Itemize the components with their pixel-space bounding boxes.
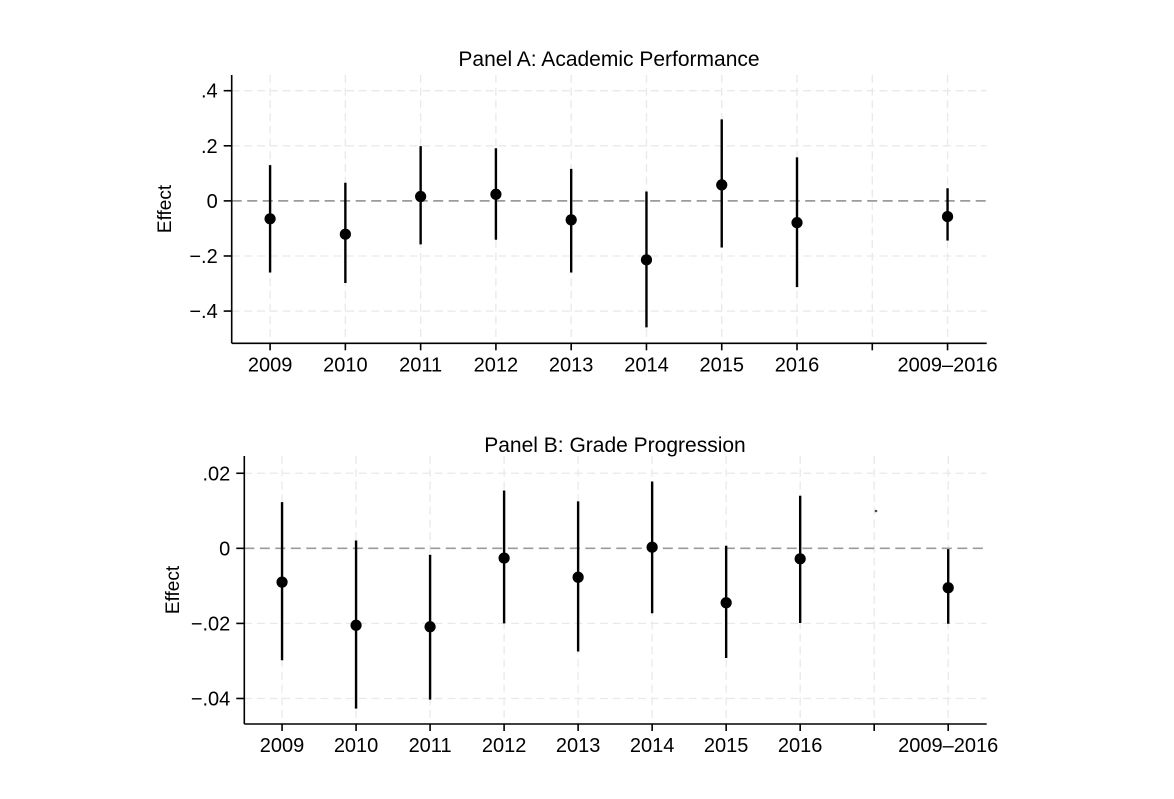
panel-b-title: Panel B: Grade Progression: [484, 434, 745, 457]
point-estimate: [791, 217, 803, 229]
x-tick-label: 2016: [775, 354, 820, 376]
point-estimate: [565, 214, 577, 226]
point-estimate: [276, 576, 288, 588]
x-tick-label: 2010: [323, 354, 368, 376]
x-tick-label: 2012: [474, 354, 519, 376]
y-tick-label: .4: [201, 81, 218, 103]
x-tick-label: 2012: [482, 735, 527, 757]
x-tick-label: 2014: [624, 354, 669, 376]
point-estimate: [415, 190, 427, 203]
point-estimate: [942, 582, 954, 594]
x-tick-label: 2014: [630, 735, 675, 757]
x-tick-label: 2009–2016: [898, 354, 998, 376]
point-estimate: [720, 597, 732, 609]
point-estimate: [716, 179, 728, 191]
point-estimate: [572, 571, 584, 583]
point-estimate: [794, 553, 806, 565]
y-tick-label: −.02: [191, 613, 230, 635]
point-estimate: [646, 541, 658, 553]
point-estimate: [424, 621, 436, 633]
point-estimate: [498, 552, 510, 564]
point-estimate: [264, 213, 276, 225]
x-tick-label: 2013: [549, 354, 594, 376]
panel-a-plot-area: .4 .2 0 −.2 −.4 2009 2010 2011 2012 2013 2014 2015 2…: [189, 75, 998, 376]
x-tick-label: 2009: [260, 735, 305, 757]
stray-mark: [874, 509, 878, 513]
x-tick-label: 2011: [399, 354, 442, 376]
panel-a-title: Panel A: Academic Performance: [458, 48, 759, 71]
x-tick-label: 2009–2016: [898, 735, 998, 757]
x-tick-label: 2010: [334, 735, 379, 757]
panel-b-plot-area: .02 0 −.02 −.04 2009 2010 2011 2012 2013 2014 2015…: [191, 456, 998, 757]
point-estimate: [941, 210, 954, 223]
y-tick-label: 0: [219, 538, 230, 560]
y-tick-label: .02: [202, 463, 230, 485]
y-tick-label: 0: [207, 191, 218, 213]
point-estimate: [350, 619, 362, 631]
x-tick-label: 2016: [778, 735, 823, 757]
x-tick-label: 2015: [699, 354, 744, 376]
x-tick-label: 2013: [556, 735, 601, 757]
point-estimate: [339, 228, 351, 240]
y-tick-label: .2: [201, 136, 218, 158]
point-estimate: [640, 254, 653, 266]
x-tick-label: 2009: [248, 354, 293, 376]
x-tick-label: 2011: [409, 735, 452, 757]
y-tick-label: −.2: [189, 246, 217, 268]
panel-b-y-axis-label: Effect: [163, 565, 184, 614]
y-tick-label: −.4: [189, 301, 217, 323]
y-tick-label: −.04: [191, 688, 230, 710]
point-estimate: [490, 188, 502, 200]
panel-a-y-axis-label: Effect: [155, 184, 176, 233]
x-tick-label: 2015: [704, 735, 749, 757]
